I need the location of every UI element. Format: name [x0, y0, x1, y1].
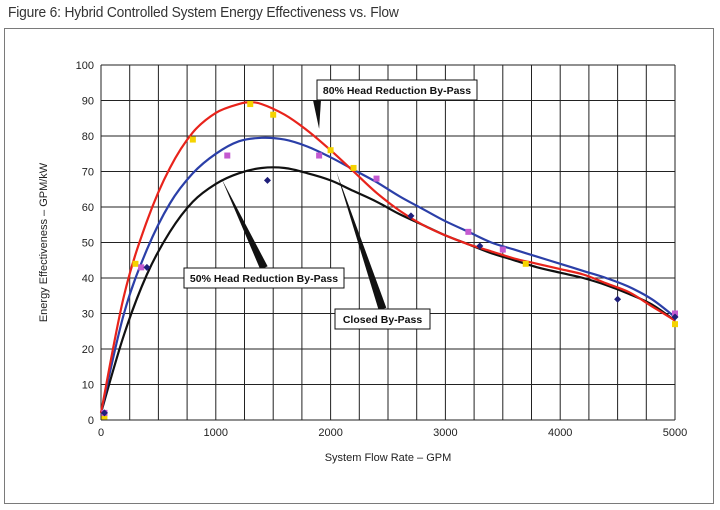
data-point-80pct	[189, 136, 196, 143]
x-tick-label: 1000	[204, 427, 228, 439]
annotation-arrow	[313, 99, 321, 129]
data-point-50pct	[373, 175, 380, 182]
data-point-closed	[614, 295, 622, 303]
series-line-closed	[99, 166, 676, 414]
annotation-label: Closed By-Pass	[343, 314, 423, 326]
annotation-arrow	[221, 178, 268, 270]
data-point-closed	[100, 409, 108, 417]
data-point-closed	[143, 263, 151, 271]
annotation-label: 80% Head Reduction By-Pass	[323, 85, 471, 97]
data-point-50pct	[499, 246, 506, 253]
y-tick-label: 30	[82, 309, 94, 321]
x-tick-label: 0	[98, 427, 104, 439]
x-tick-label: 5000	[663, 427, 687, 439]
data-point-80pct	[350, 164, 357, 171]
data-point-80pct	[672, 321, 678, 328]
annotation-box	[183, 267, 345, 289]
chart-frame: 0 10 20 30 40 50 60 70 80 90 100 0 1000 2000 3000 4000 5…	[4, 28, 714, 504]
x-axis-label: System Flow Rate – GPM	[325, 452, 452, 464]
y-tick-label: 20	[82, 344, 94, 356]
annotation-label: 50% Head Reduction By-Pass	[190, 273, 338, 285]
y-tick-label: 70	[82, 167, 94, 179]
annotation-box	[334, 308, 431, 330]
annotation-arrow	[336, 171, 387, 311]
data-point-80pct	[132, 260, 139, 267]
data-point-80pct	[522, 260, 529, 267]
y-tick-label: 90	[82, 96, 94, 108]
data-point-80pct	[327, 147, 334, 154]
data-point-50pct	[224, 152, 231, 159]
y-tick-label: 0	[88, 415, 94, 427]
x-tick-label: 4000	[548, 427, 572, 439]
y-tick-label: 80	[82, 131, 94, 143]
data-point-80pct	[101, 413, 108, 420]
data-point-50pct	[316, 152, 323, 159]
y-tick-label: 60	[82, 202, 94, 214]
y-tick-label: 50	[82, 238, 94, 250]
data-point-closed	[476, 242, 484, 250]
x-tick-label: 2000	[318, 427, 342, 439]
series-line-80pct	[99, 101, 676, 414]
data-point-80pct	[247, 101, 254, 108]
series-line-50pct	[99, 136, 676, 414]
y-tick-label: 40	[82, 273, 94, 285]
y-axis-label: Energy Effectiveness – GPM/kW	[38, 162, 50, 322]
data-point-50pct	[465, 228, 472, 235]
data-point-50pct	[138, 264, 145, 271]
y-tick-label: 100	[76, 60, 94, 72]
annotation-box	[316, 79, 478, 101]
figure-title: Figure 6: Hybrid Controlled System Energ…	[8, 4, 399, 21]
data-point-80pct	[270, 111, 277, 118]
y-tick-label: 10	[82, 380, 94, 392]
data-point-closed	[407, 212, 415, 220]
data-point-closed	[671, 313, 679, 321]
data-point-closed	[263, 176, 271, 184]
x-tick-label: 3000	[433, 427, 457, 439]
data-point-50pct	[672, 310, 678, 317]
